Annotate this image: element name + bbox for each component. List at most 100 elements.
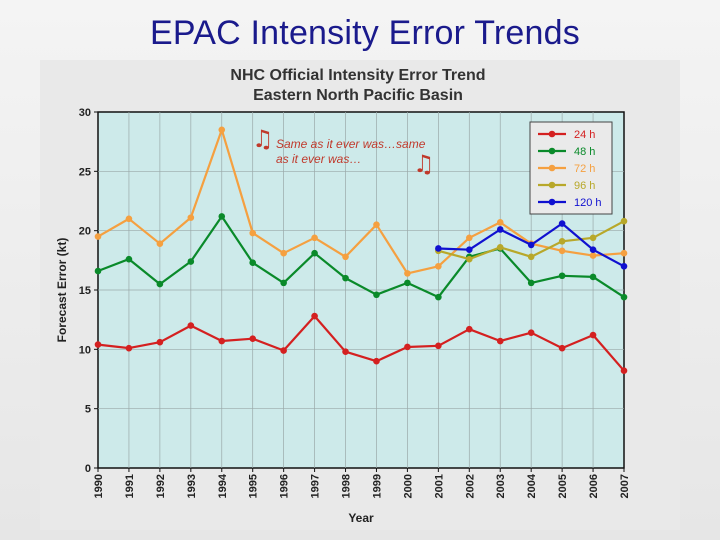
chart-subtitle: Eastern North Pacific Basin [253,87,463,104]
data-point-24h [589,331,597,339]
data-point-120h [620,262,628,270]
legend-label: 72 h [574,163,595,175]
annotation-text: Same as it ever was…same as it ever was… [276,137,426,166]
data-point-24h [558,344,566,352]
legend-marker [548,147,556,155]
data-point-48h [620,293,628,301]
x-tick-label: 1998 [341,474,353,498]
data-point-48h [435,293,442,301]
data-point-24h [496,337,504,345]
data-point-24h [249,335,257,342]
y-tick-label: 10 [79,344,91,356]
x-tick-label: 2005 [557,474,569,498]
data-point-24h [156,338,164,346]
series-line-48h [97,215,625,299]
x-tick-label: 1992 [155,474,167,498]
data-point-72h [620,249,628,257]
x-tick-label: 1999 [371,474,383,498]
music-note-icon-2: ♫ [413,150,435,178]
x-tick-label: 2002 [464,474,476,498]
y-tick-label: 20 [79,226,91,238]
data-point-72h [404,270,411,277]
data-point-24h [527,329,535,337]
legend-label: 48 h [574,146,595,158]
x-tick-label: 2007 [619,474,631,498]
data-point-48h [94,267,102,275]
data-point-48h [187,258,195,265]
chart-title: NHC Official Intensity Error Trend [230,67,485,84]
x-tick-label: 1990 [93,474,105,498]
legend-marker [548,164,556,172]
data-point-24h [620,367,628,374]
data-point-48h [558,272,566,280]
y-tick-label: 30 [79,107,91,119]
x-tick-label: 1996 [279,474,291,498]
data-point-24h [187,322,195,329]
data-point-24h [125,344,133,352]
data-point-120h [558,220,566,227]
data-point-48h [527,279,535,287]
data-point-72h [558,247,566,255]
slide-title: EPAC Intensity Error Trends [150,14,580,52]
legend-label: 120 h [574,197,602,209]
data-point-96h [620,217,628,225]
data-point-24h [218,337,226,345]
data-point-96h [527,253,535,261]
data-point-24h [342,348,349,356]
y-tick-label: 15 [79,285,91,297]
data-point-24h [404,343,411,351]
x-tick-label: 1993 [186,474,198,498]
x-tick-label: 2003 [495,474,507,498]
x-tick-label: 2000 [402,474,414,498]
x-tick-label: 2001 [433,474,445,498]
data-point-72h [589,252,597,259]
x-axis-title: Year [348,511,374,525]
series-line-24h [97,315,625,372]
data-point-72h [249,229,257,237]
y-axis-title: Forecast Error (kt) [55,238,69,343]
data-point-120h [435,245,442,252]
data-point-48h [342,274,349,282]
x-tick-label: 1995 [248,474,260,498]
data-point-72h [465,234,473,242]
x-tick-label: 2004 [526,473,538,498]
data-point-96h [589,234,597,242]
legend-label: 96 h [574,180,595,192]
data-point-72h [156,240,164,248]
y-tick-label: 0 [85,463,91,475]
x-tick-label: 1994 [217,473,229,498]
data-point-72h [280,249,287,257]
data-point-72h [125,215,133,223]
data-point-72h [373,221,380,229]
data-point-120h [465,246,473,253]
data-point-24h [373,357,380,365]
data-point-48h [156,280,164,288]
data-point-48h [218,213,226,220]
data-point-120h [527,241,535,249]
data-point-72h [496,219,504,226]
legend-marker [548,130,556,138]
data-point-72h [218,126,226,134]
data-point-72h [311,234,318,242]
data-point-72h [187,214,195,221]
data-point-48h [249,259,257,267]
data-point-96h [558,238,566,245]
legend-label: 24 h [574,129,595,141]
data-point-24h [435,342,442,350]
data-point-48h [373,291,380,299]
data-point-48h [404,279,411,287]
x-tick-label: 2006 [588,474,600,498]
data-point-72h [94,233,102,240]
data-point-48h [125,255,133,263]
x-tick-label: 1991 [124,474,136,498]
data-point-24h [465,325,473,333]
data-point-24h [311,312,318,320]
x-tick-label: 1997 [310,474,322,498]
music-note-icon: ♫ [252,125,274,153]
data-point-48h [589,273,597,281]
series-line-72h [97,128,625,275]
legend-marker [548,181,556,189]
data-point-72h [435,262,442,270]
data-point-48h [280,279,287,287]
